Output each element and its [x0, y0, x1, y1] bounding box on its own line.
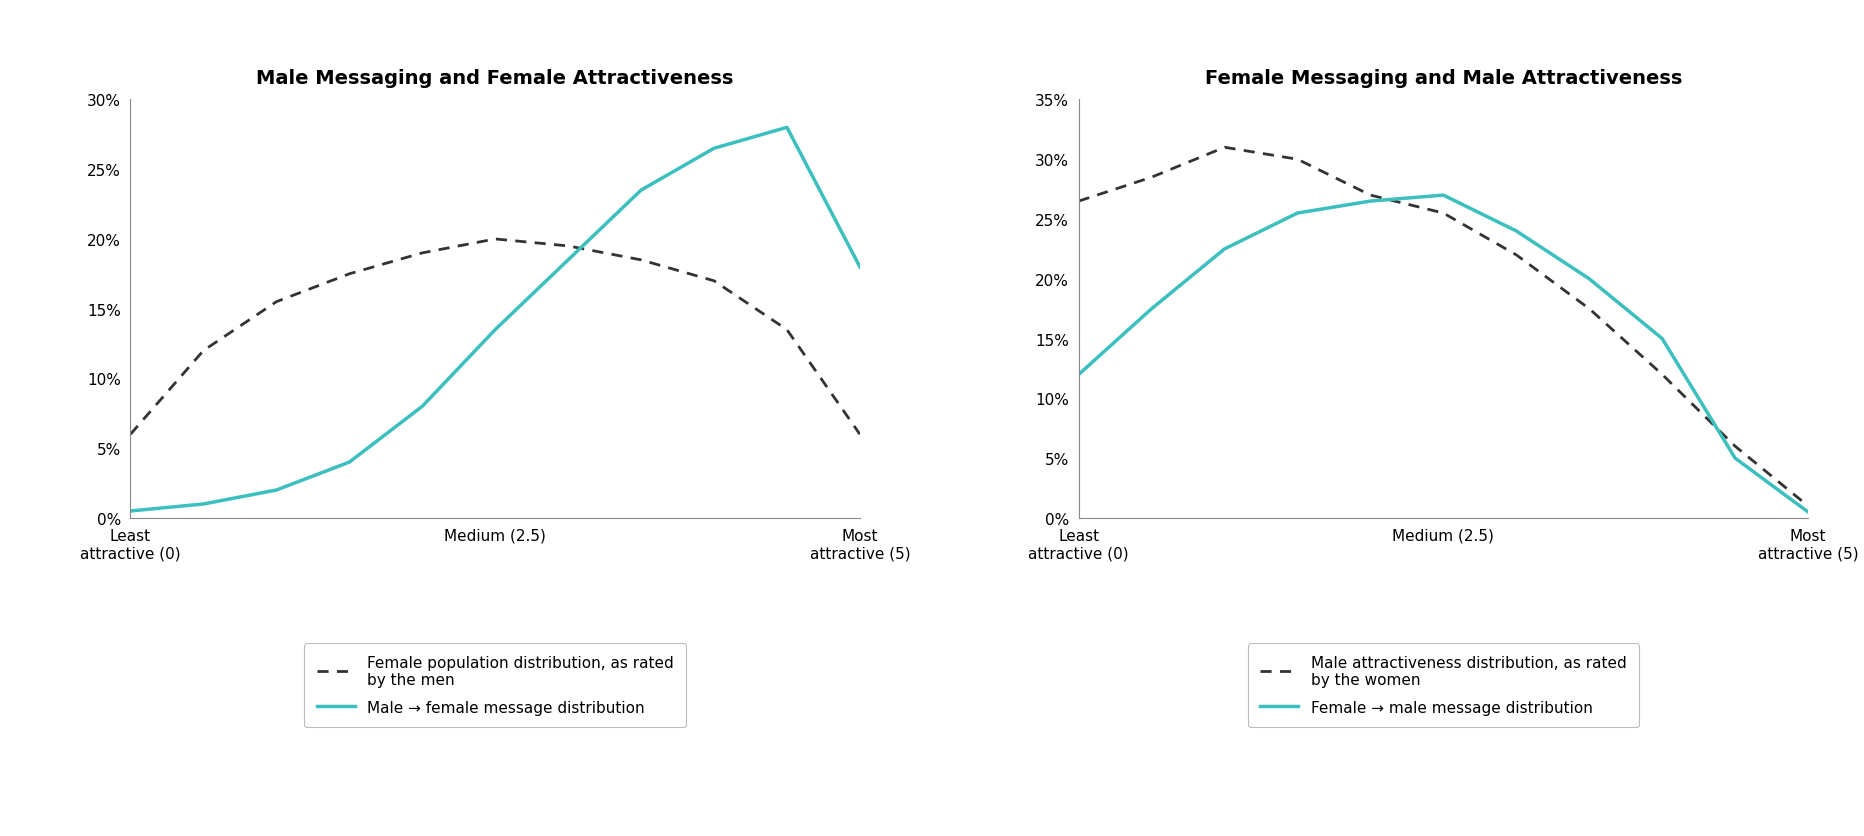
Female → male message distribution	[1213, 245, 1236, 255]
Male attractiveness distribution, as rated
by the women	[1652, 370, 1674, 380]
Male attractiveness distribution, as rated
by the women	[1141, 173, 1163, 183]
Male → female message distribution	[192, 499, 214, 509]
Title: Male Messaging and Female Attractiveness: Male Messaging and Female Attractiveness	[257, 69, 734, 88]
Line: Female → male message distribution: Female → male message distribution	[1079, 196, 1808, 512]
Male → female message distribution	[337, 457, 360, 467]
Female population distribution, as rated
by the men	[775, 325, 798, 335]
Female population distribution, as rated
by the men	[630, 256, 652, 266]
Female → male message distribution	[1797, 507, 1819, 517]
Male attractiveness distribution, as rated
by the women	[1213, 143, 1236, 153]
Male → female message distribution	[485, 325, 507, 335]
Line: Male → female message distribution: Male → female message distribution	[130, 128, 859, 512]
Female population distribution, as rated
by the men	[703, 277, 725, 287]
Female population distribution, as rated
by the men	[265, 298, 287, 308]
Title: Female Messaging and Male Attractiveness: Female Messaging and Male Attractiveness	[1204, 69, 1681, 88]
Female population distribution, as rated
by the men	[848, 430, 870, 440]
Female population distribution, as rated
by the men	[557, 242, 580, 252]
Male → female message distribution	[119, 507, 142, 517]
Male attractiveness distribution, as rated
by the women	[1432, 209, 1454, 219]
Female → male message distribution	[1652, 334, 1674, 344]
Male → female message distribution	[630, 186, 652, 196]
Line: Female population distribution, as rated
by the men: Female population distribution, as rated…	[130, 240, 859, 435]
Male attractiveness distribution, as rated
by the women	[1068, 196, 1090, 206]
Male → female message distribution	[848, 263, 870, 273]
Female → male message distribution	[1141, 304, 1163, 314]
Female population distribution, as rated
by the men	[337, 269, 360, 279]
Female population distribution, as rated
by the men	[485, 235, 507, 245]
Female → male message distribution	[1286, 209, 1309, 219]
Female → male message distribution	[1579, 274, 1601, 284]
Female → male message distribution	[1432, 191, 1454, 201]
Male attractiveness distribution, as rated
by the women	[1579, 304, 1601, 314]
Male → female message distribution	[703, 144, 725, 154]
Line: Male attractiveness distribution, as rated
by the women: Male attractiveness distribution, as rat…	[1079, 148, 1808, 507]
Male attractiveness distribution, as rated
by the women	[1504, 251, 1527, 261]
Male attractiveness distribution, as rated
by the women	[1359, 191, 1381, 201]
Male attractiveness distribution, as rated
by the women	[1724, 441, 1747, 451]
Female population distribution, as rated
by the men	[119, 430, 142, 440]
Female → male message distribution	[1068, 370, 1090, 380]
Legend: Male attractiveness distribution, as rated
by the women, Female → male message d: Male attractiveness distribution, as rat…	[1249, 643, 1638, 727]
Male attractiveness distribution, as rated
by the women	[1286, 155, 1309, 165]
Male attractiveness distribution, as rated
by the women	[1797, 502, 1819, 512]
Female → male message distribution	[1724, 454, 1747, 464]
Male → female message distribution	[557, 256, 580, 266]
Legend: Female population distribution, as rated
by the men, Male → female message distr: Female population distribution, as rated…	[304, 643, 686, 727]
Female → male message distribution	[1504, 227, 1527, 237]
Female population distribution, as rated
by the men	[412, 248, 434, 258]
Male → female message distribution	[775, 123, 798, 133]
Female → male message distribution	[1359, 196, 1381, 206]
Male → female message distribution	[265, 486, 287, 496]
Female population distribution, as rated
by the men	[192, 346, 214, 356]
Male → female message distribution	[412, 402, 434, 412]
